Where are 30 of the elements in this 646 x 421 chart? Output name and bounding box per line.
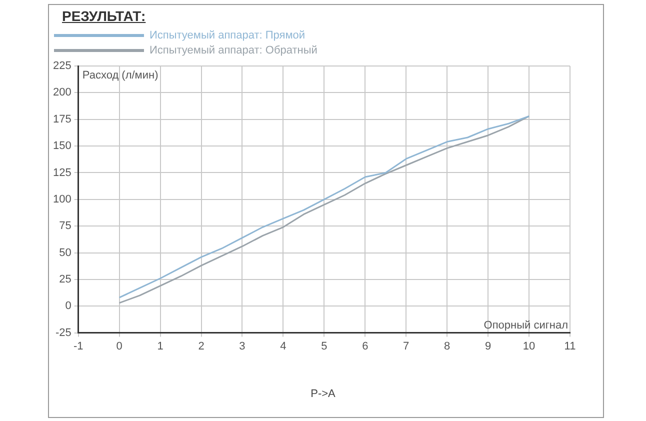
x-tick-label: -1 [73,340,84,352]
x-tick-label: 2 [198,340,204,352]
y-tick-label: 0 [65,300,72,312]
x-tick-label: 3 [239,340,246,352]
y-tick-label: 175 [52,113,72,126]
y-tick-label: 50 [59,246,72,259]
x-axis-title: Опорный сигнал [484,319,568,332]
y-tick-label: 100 [52,193,72,206]
y-tick-label: 200 [52,86,72,99]
x-tick-label: 10 [522,340,536,352]
text: Испытуемый аппарат: Прямой [150,30,306,42]
x-tick-label: 5 [321,340,328,352]
x-tick-label: 8 [444,340,450,352]
y-tick-label: -25 [55,326,72,339]
x-tick-label: 1 [157,340,164,352]
chart-title: РЕЗУЛЬТАТ: [62,8,146,24]
text: Испытуемый аппарат: Обратный [150,44,318,57]
x-tick-label: 7 [403,340,410,352]
text: P->A [310,388,336,400]
x-tick-label: 4 [280,340,286,352]
y-axis-title: Расход (л/мин) [82,70,158,82]
x-tick-label: 0 [116,340,122,352]
y-tick-label: 150 [52,140,72,152]
x-tick-label: 11 [564,340,576,352]
y-tick-label: 225 [52,60,72,72]
x-tick-label: 9 [484,340,492,352]
y-tick-label: 125 [52,166,72,179]
x-tick-label: 6 [362,340,368,352]
y-tick-label: 75 [59,220,72,232]
y-tick-label: 25 [59,273,72,286]
